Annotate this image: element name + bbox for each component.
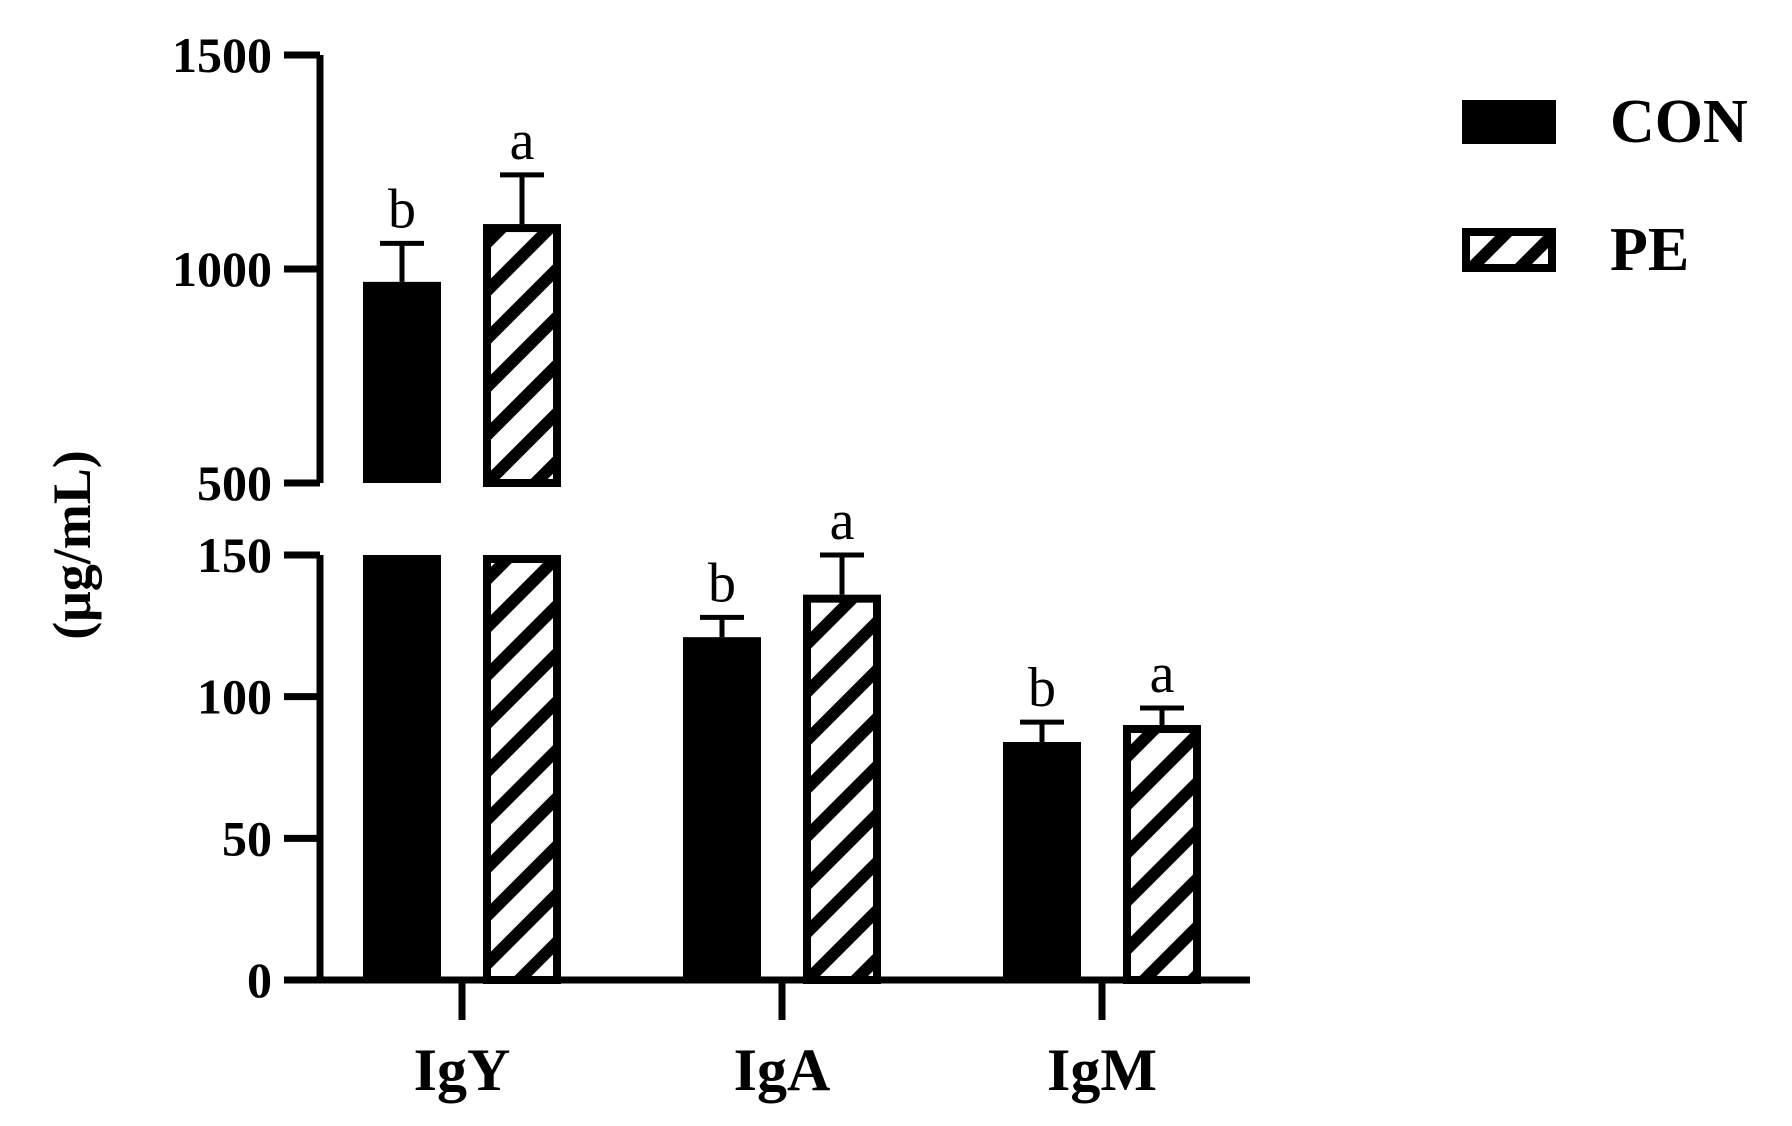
error-bars — [380, 172, 1184, 742]
tick-labels: 500 1000 1500 0 50 100 150 IgY IgA IgM — [172, 27, 1157, 1103]
significance-letter: b — [388, 178, 416, 240]
legend-label: PE — [1610, 216, 1689, 284]
significance-letter: b — [708, 552, 736, 614]
bars — [363, 224, 1201, 985]
x-tick-label: IgA — [734, 1037, 831, 1103]
y-axis-label: (μg/mL) — [42, 450, 102, 640]
y-tick-label: 100 — [197, 669, 272, 725]
axes — [284, 51, 1250, 1020]
x-tick-label: IgY — [414, 1037, 511, 1103]
legend-label: CON — [1610, 88, 1748, 156]
legend: CON PE — [1462, 88, 1748, 284]
significance-labels: b a b a b a — [388, 110, 1175, 719]
bar — [363, 281, 441, 483]
y-tick-label: 150 — [197, 527, 272, 583]
y-tick-label: 50 — [222, 810, 272, 866]
bar — [363, 555, 441, 980]
bar — [483, 224, 561, 487]
y-tick-label: 1500 — [172, 27, 272, 83]
y-tick-label: 500 — [197, 455, 272, 511]
legend-swatch — [1462, 100, 1556, 144]
legend-swatch — [1462, 228, 1556, 272]
bar — [803, 594, 881, 985]
bar — [1003, 742, 1081, 980]
significance-letter: a — [1150, 643, 1175, 705]
y-tick-label: 0 — [247, 952, 272, 1008]
significance-letter: a — [830, 490, 855, 552]
x-tick-label: IgM — [1047, 1037, 1157, 1103]
y-tick-label: 1000 — [172, 241, 272, 297]
bar — [683, 637, 761, 980]
bar — [483, 555, 561, 984]
significance-letter: b — [1028, 657, 1056, 719]
bar — [1123, 725, 1201, 984]
significance-letter: a — [510, 110, 535, 172]
